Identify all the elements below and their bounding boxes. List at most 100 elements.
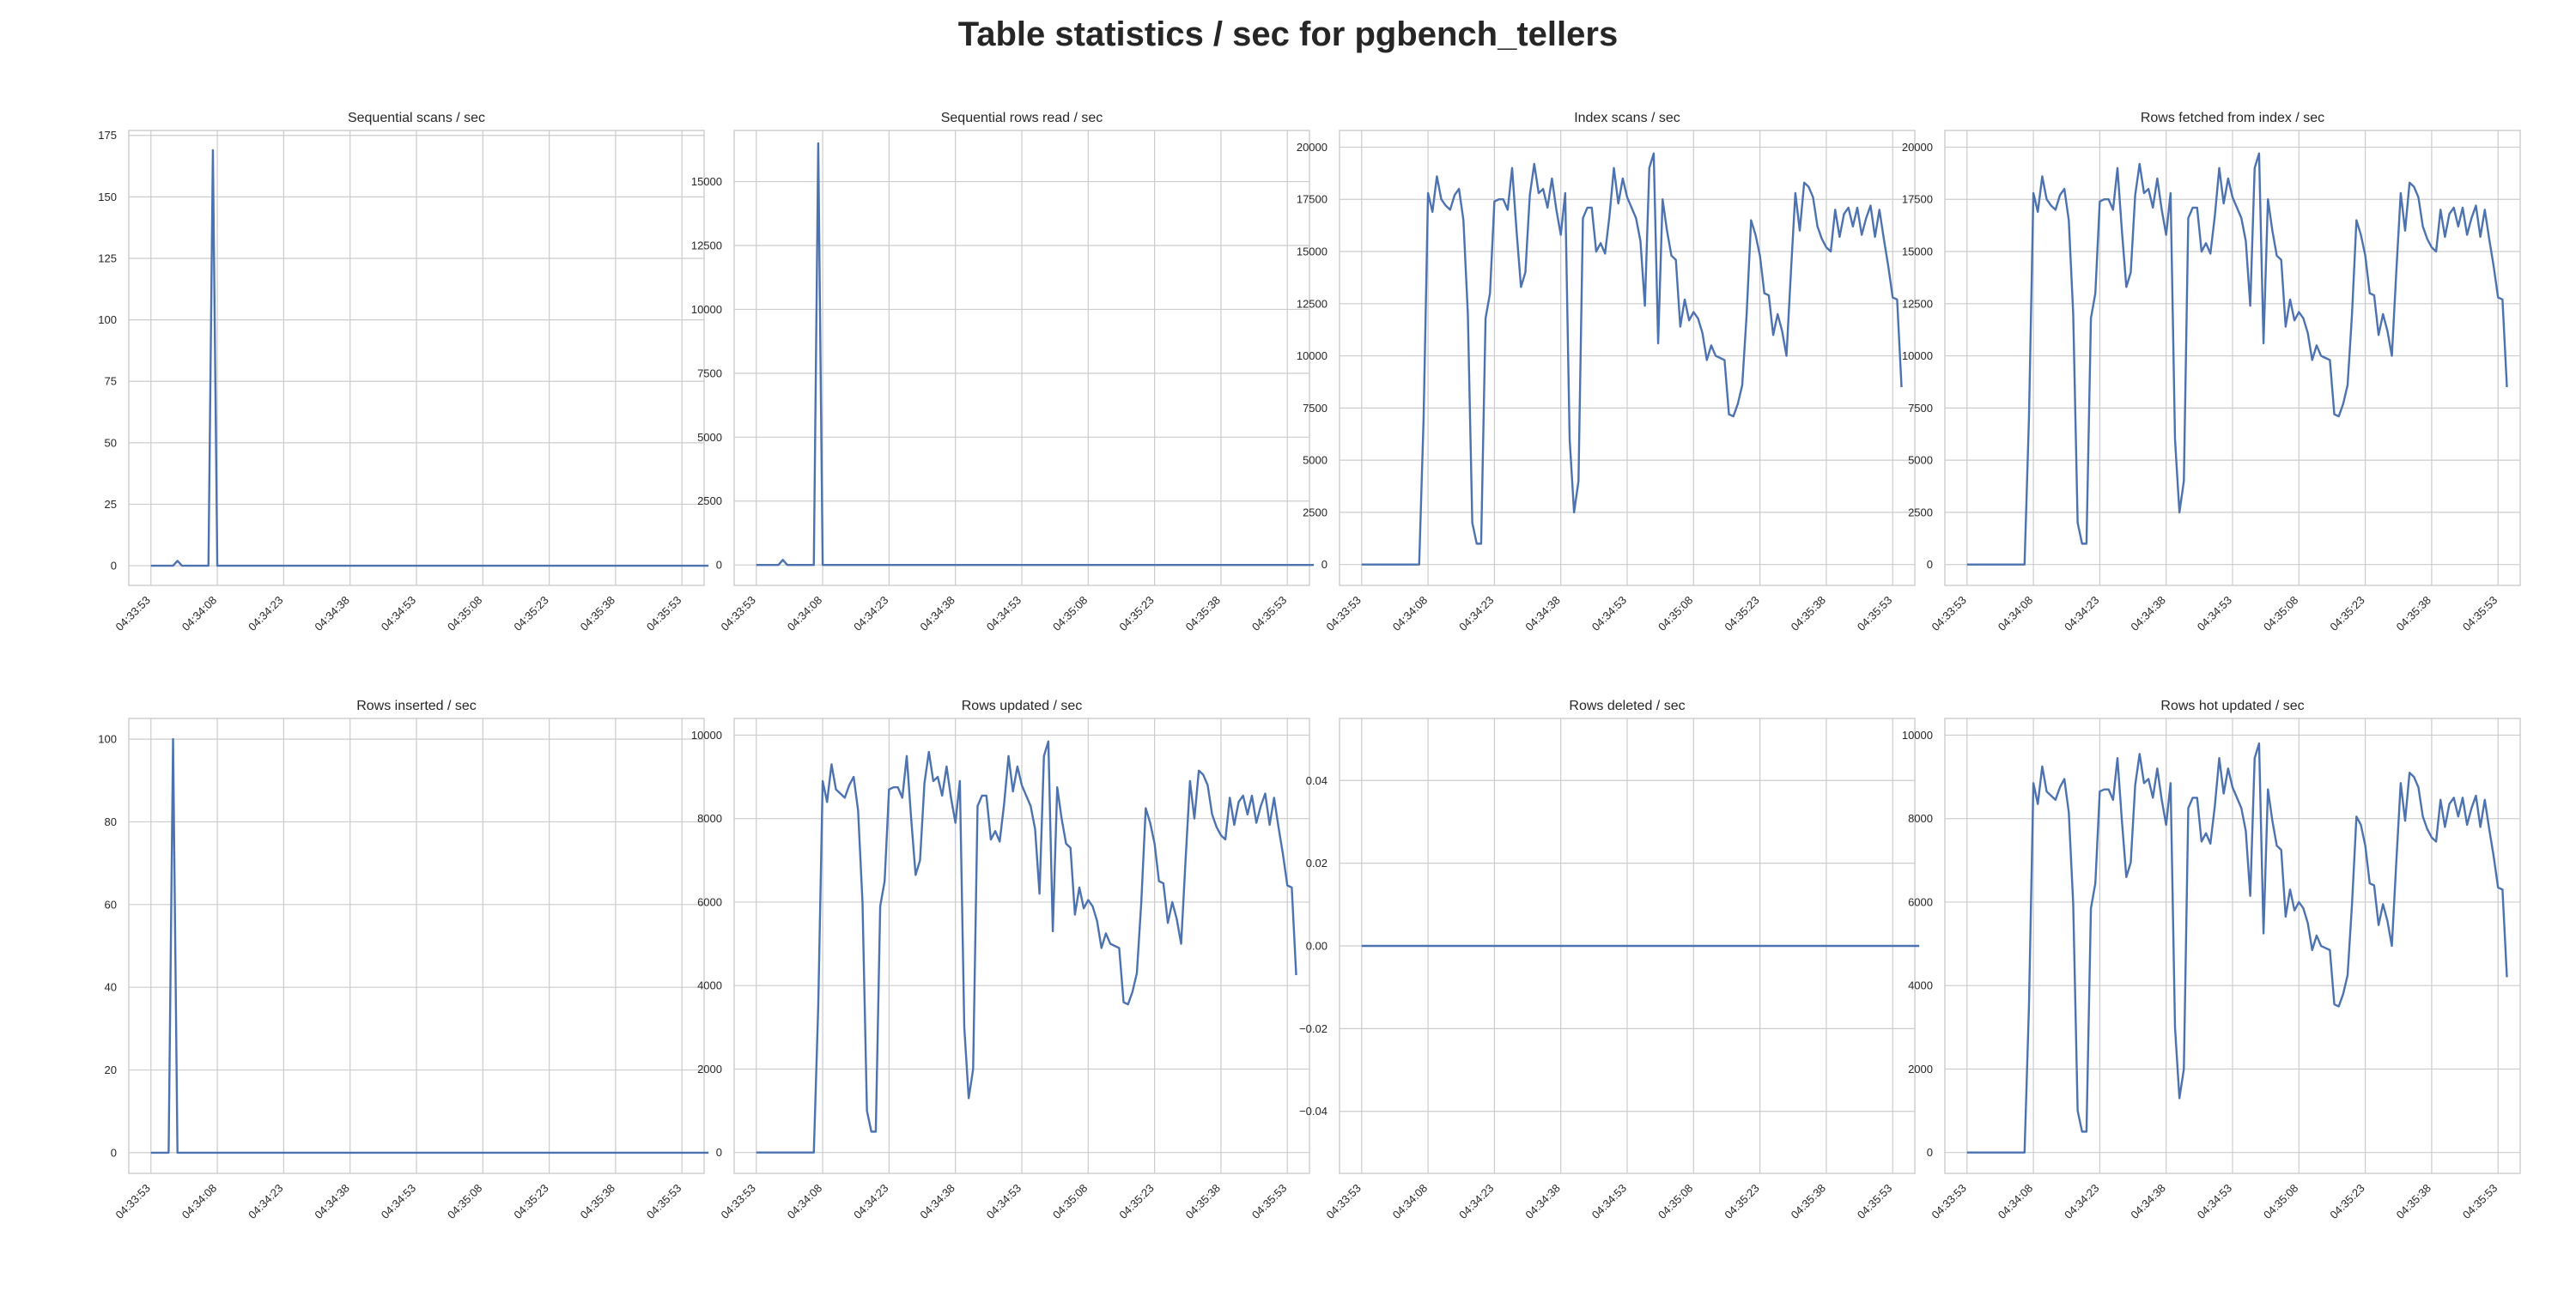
subplot-rows-hot-updated: 0 2000 4000 6000 8000 10000 04:33:53 04:34:08 04… [1902, 691, 2537, 1309]
x-tick-label: 04:34:38 [917, 594, 957, 633]
x-tick-label: 04:35:38 [1183, 594, 1223, 633]
y-tick-label: 0 [111, 1146, 117, 1159]
y-tick-label: 15000 [1902, 245, 1933, 258]
x-tick-label: 04:35:53 [2460, 594, 2500, 633]
subplot-title: Sequential scans / sec [348, 111, 485, 125]
x-tick-label: 04:35:38 [1789, 1182, 1828, 1221]
y-tick-label: 10000 [691, 729, 722, 742]
figure-title: Table statistics / sec for pgbench_telle… [957, 15, 1619, 53]
subplot-rows-fetched-from-index: 0 2500 5000 7500 10000 12500 15000 17500 20000 04… [1902, 103, 2537, 721]
x-tick-label: 04:35:23 [2327, 1182, 2366, 1221]
x-tick-label: 04:35:53 [1855, 1182, 1894, 1221]
y-tick-label: 0.00 [1306, 940, 1327, 953]
x-tick-label: 04:34:08 [179, 1182, 219, 1221]
subplot-title: Rows deleted / sec [1569, 699, 1685, 713]
x-tick-label: 04:33:53 [1323, 594, 1363, 633]
x-tick-label: 04:34:23 [1456, 594, 1496, 633]
y-tick-label: 15000 [691, 175, 722, 188]
x-tick-label: 04:34:53 [379, 594, 418, 633]
subplot-rows-updated: 0 2000 4000 6000 8000 10000 04:33:53 04:34:08 04… [691, 691, 1327, 1309]
x-tick-label: 04:34:53 [379, 1182, 418, 1221]
x-tick-label: 04:35:08 [445, 1182, 484, 1221]
x-tick-label: 04:35:08 [1656, 1182, 1695, 1221]
y-tick-label: 20 [105, 1064, 117, 1076]
y-tick-label: 12500 [691, 239, 722, 251]
chart-svg: 0 2500 5000 7500 10000 12500 15000 04:33:53 04:3… [691, 111, 1315, 633]
subplot-title: Index scans / sec [1574, 111, 1680, 125]
subplot-index-scans: 0 2500 5000 7500 10000 12500 15000 17500 20000 04… [1297, 103, 1932, 721]
x-tick-label: 04:34:08 [785, 594, 824, 633]
x-tick-label: 04:35:53 [1855, 594, 1894, 633]
chart-svg: −0.04 −0.02 0.00 0.02 0.04 04:33:53 04:34:08 04… [1299, 699, 1920, 1221]
x-tick-label: 04:35:38 [1789, 594, 1828, 633]
x-tick-label: 04:34:08 [1996, 1182, 2035, 1221]
y-tick-label: 10000 [1297, 349, 1327, 362]
y-tick-label: 20000 [1297, 141, 1327, 154]
y-tick-label: 8000 [1908, 812, 1933, 825]
x-tick-label: 04:34:38 [917, 1182, 957, 1221]
y-tick-label: 5000 [697, 431, 722, 444]
y-tick-label: 15000 [1297, 245, 1327, 258]
x-tick-label: 04:34:38 [1522, 1182, 1562, 1221]
y-tick-label: 12500 [1297, 297, 1327, 310]
x-tick-label: 04:34:53 [2195, 594, 2234, 633]
subplot-title: Rows fetched from index / sec [2141, 111, 2324, 125]
x-tick-label: 04:33:53 [112, 1182, 152, 1221]
y-tick-label: 0 [716, 559, 722, 572]
x-tick-label: 04:34:23 [851, 1182, 890, 1221]
x-tick-label: 04:35:53 [2460, 1182, 2500, 1221]
y-tick-label: 25 [105, 498, 117, 511]
y-tick-label: 100 [98, 733, 117, 746]
x-tick-label: 04:34:08 [785, 1182, 824, 1221]
x-tick-label: 04:33:53 [1929, 594, 1968, 633]
y-tick-label: 0 [111, 560, 117, 573]
x-tick-label: 04:34:38 [312, 594, 351, 633]
subplot-sequential-scans: 0 25 50 75 100 125 150 175 04:33:53 04:34:08 04:34… [86, 103, 721, 721]
x-tick-label: 04:33:53 [718, 594, 757, 633]
series-line [1966, 742, 2508, 1154]
x-tick-label: 04:34:08 [1390, 1182, 1430, 1221]
subplot-rows-inserted: 0 20 40 60 80 100 04:33:53 04:34:08 04:34:23 04:3… [86, 691, 721, 1309]
y-tick-label: 10000 [691, 303, 722, 316]
x-tick-label: 04:34:38 [2128, 594, 2167, 633]
x-tick-label: 04:35:08 [1050, 594, 1090, 633]
y-tick-label: 150 [98, 191, 117, 203]
y-tick-label: 2500 [1303, 506, 1327, 518]
y-tick-label: 8000 [697, 812, 722, 825]
y-tick-label: 0.02 [1306, 857, 1327, 870]
x-tick-label: 04:35:23 [1116, 1182, 1156, 1221]
x-tick-label: 04:35:23 [1722, 594, 1761, 633]
chart-svg: 0 2000 4000 6000 8000 10000 04:33:53 04:34:08 04… [1902, 699, 2521, 1221]
series-line [756, 142, 1315, 567]
x-tick-label: 04:34:23 [851, 594, 890, 633]
x-tick-label: 04:35:08 [1656, 594, 1695, 633]
y-tick-label: 40 [105, 981, 117, 994]
y-tick-label: 17500 [1297, 193, 1327, 206]
y-tick-label: 5000 [1908, 454, 1933, 467]
y-tick-label: 0 [716, 1146, 722, 1159]
x-tick-label: 04:35:53 [644, 1182, 683, 1221]
x-tick-label: 04:35:23 [1722, 1182, 1761, 1221]
chart-svg: 0 25 50 75 100 125 150 175 04:33:53 04:34:08 04:34… [98, 111, 709, 633]
x-tick-label: 04:33:53 [112, 594, 152, 633]
x-tick-label: 04:35:38 [1183, 1182, 1223, 1221]
x-tick-label: 04:35:38 [578, 1182, 617, 1221]
x-tick-label: 04:33:53 [718, 1182, 757, 1221]
y-tick-label: 4000 [1908, 979, 1933, 992]
y-tick-label: 80 [105, 815, 117, 828]
x-tick-label: 04:34:38 [2128, 1182, 2167, 1221]
x-tick-label: 04:35:38 [2394, 1182, 2433, 1221]
subplot-title: Rows hot updated / sec [2160, 699, 2304, 713]
subplot-rows-deleted: −0.04 −0.02 0.00 0.02 0.04 04:33:53 04:34:08 04… [1297, 691, 1932, 1309]
x-tick-label: 04:34:23 [246, 594, 285, 633]
y-tick-label: 10000 [1902, 729, 1933, 742]
x-tick-label: 04:35:23 [511, 1182, 550, 1221]
y-tick-label: 0 [1927, 558, 1933, 571]
chart-svg: 0 2000 4000 6000 8000 10000 04:33:53 04:34:08 04… [691, 699, 1310, 1221]
x-tick-label: 04:34:08 [179, 594, 219, 633]
y-tick-label: 125 [98, 251, 117, 264]
x-tick-label: 04:34:53 [2195, 1182, 2234, 1221]
y-tick-label: 0.04 [1306, 774, 1327, 787]
x-tick-label: 04:35:08 [2261, 594, 2300, 633]
subplot-title: Rows updated / sec [962, 699, 1083, 713]
